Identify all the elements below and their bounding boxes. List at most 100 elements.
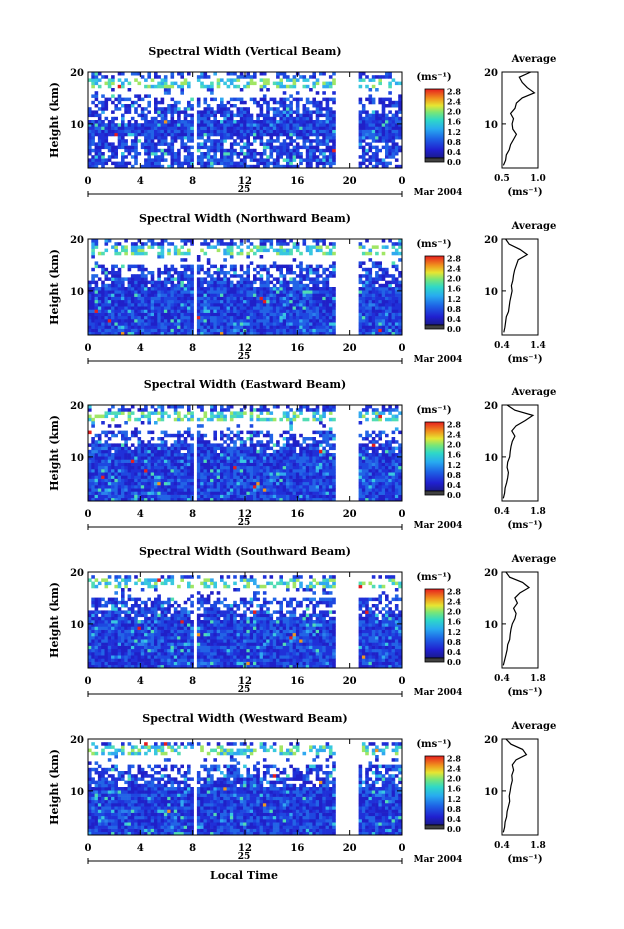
heatmap-cell <box>243 469 247 473</box>
heatmap-cell <box>266 120 270 124</box>
heatmap-cell <box>180 472 184 476</box>
heatmap-cell <box>114 248 118 253</box>
heatmap-cell <box>127 81 132 86</box>
heatmap-cell <box>137 299 142 304</box>
heatmap-cell <box>292 158 297 162</box>
heatmap-cell <box>101 453 105 457</box>
heatmap-cell <box>124 497 128 502</box>
heatmap-cell <box>226 245 231 249</box>
heatmap-cell <box>371 293 376 297</box>
heatmap-cell <box>253 164 257 169</box>
heatmap-cell <box>163 481 168 486</box>
heatmap-cell <box>266 459 270 463</box>
heatmap-cell <box>213 126 217 130</box>
heatmap-cell <box>292 319 297 323</box>
heatmap-cell <box>358 475 363 479</box>
heatmap-cell <box>305 145 310 150</box>
heatmap-cell <box>381 315 386 320</box>
heatmap-cell <box>157 271 161 275</box>
heatmap-cell <box>358 78 363 82</box>
heatmap-cell <box>187 72 191 76</box>
heatmap-cell <box>249 123 254 127</box>
heatmap-cell <box>130 465 135 470</box>
heatmap-cell <box>114 465 118 470</box>
heatmap-cell <box>322 462 326 467</box>
heatmap-cell <box>381 488 386 492</box>
heatmap-cell <box>305 148 310 153</box>
heatmap-cell <box>183 287 188 291</box>
heatmap-cell <box>190 287 194 291</box>
heatmap-cell <box>183 264 188 269</box>
heatmap-cell <box>375 123 379 127</box>
heatmap-cell <box>358 110 363 114</box>
heatmap-cell <box>180 312 184 317</box>
heatmap-cell <box>269 306 274 310</box>
heatmap-cell <box>220 328 224 333</box>
heatmap-cell <box>375 274 379 278</box>
heatmap-cell <box>299 283 303 288</box>
heatmap-cell <box>375 459 379 463</box>
heatmap-cell <box>266 123 270 127</box>
heatmap-cell <box>272 139 277 143</box>
heatmap-cell <box>97 315 102 320</box>
heatmap-cell <box>104 107 109 111</box>
heatmap-cell <box>249 472 254 476</box>
heatmap-cell <box>325 148 330 153</box>
heatmap-cell <box>216 120 221 124</box>
heatmap-cell <box>130 293 135 297</box>
heatmap-cell <box>226 456 231 460</box>
heatmap-cell <box>223 462 227 467</box>
heatmap-cell <box>239 110 244 114</box>
heatmap-cell <box>88 331 92 336</box>
heatmap-cell <box>371 465 376 470</box>
heatmap-cell <box>229 116 234 121</box>
heatmap-cell <box>289 113 293 118</box>
heatmap-cell <box>177 319 181 323</box>
heatmap-cell <box>371 100 376 105</box>
heatmap-cell <box>160 453 165 457</box>
heatmap-cell <box>187 287 191 291</box>
heatmap-cell <box>289 309 293 313</box>
heatmap-cell <box>358 274 363 278</box>
heatmap-cell <box>104 123 109 127</box>
heatmap-cell <box>259 475 264 479</box>
heatmap-cell <box>177 296 181 301</box>
heatmap-cell <box>358 84 363 89</box>
heatmap-cell <box>147 245 151 249</box>
heatmap-cell <box>167 84 171 89</box>
heatmap-cell <box>220 242 224 246</box>
heatmap-cell <box>375 315 379 320</box>
heatmap-cell <box>243 293 247 297</box>
heatmap-cell <box>150 488 155 492</box>
heatmap-cell <box>358 100 363 105</box>
heatmap-cell <box>289 120 293 124</box>
heatmap-cell <box>378 322 382 326</box>
heatmap-cell <box>187 104 191 108</box>
heatmap-cells <box>88 72 402 169</box>
heatmap-cell <box>266 309 270 313</box>
heatmap-cell <box>312 296 316 301</box>
heatmap-cell <box>104 469 109 473</box>
heatmap-cell <box>299 488 303 492</box>
heatmap-cell <box>315 120 320 124</box>
heatmap-cell <box>276 319 280 323</box>
heatmap-cell <box>322 72 326 76</box>
heatmap-cell <box>203 132 208 137</box>
heatmap-cell <box>289 488 293 492</box>
colorbar-tick-label: 0.0 <box>447 157 461 167</box>
heatmap-cell <box>378 469 382 473</box>
heatmap-cell <box>246 485 250 489</box>
heatmap-cell <box>196 309 201 313</box>
heatmap-cell <box>229 251 234 256</box>
heatmap-cell <box>272 315 277 320</box>
heatmap-cell <box>368 459 373 463</box>
heatmap-cell <box>173 328 178 333</box>
heatmap-cell <box>111 161 115 166</box>
heatmap-cell <box>206 245 211 249</box>
colorbar-tick-label: 2.0 <box>447 274 461 284</box>
heatmap-cell <box>177 456 181 460</box>
heatmap-cell <box>226 328 231 333</box>
heatmap-cell <box>289 129 293 134</box>
heatmap-cell <box>279 81 283 86</box>
colorbar <box>424 255 445 326</box>
